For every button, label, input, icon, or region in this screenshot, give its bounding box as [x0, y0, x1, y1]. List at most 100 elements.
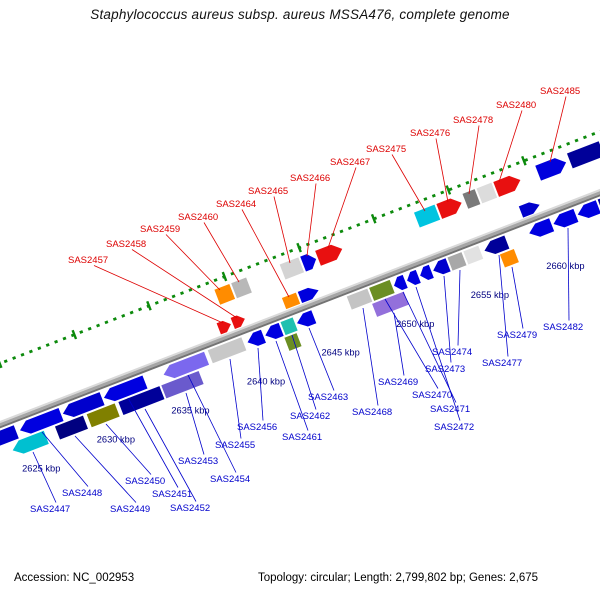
gene-label-SAS2457: SAS2457 [68, 255, 108, 266]
gene-SAS2462 [280, 317, 298, 336]
gene-label-SAS2456: SAS2456 [237, 422, 277, 433]
gene-label-SAS2470: SAS2470 [412, 390, 452, 401]
ruler-dash [154, 300, 159, 305]
gene-SAS2451 [103, 375, 148, 402]
leader-line-SAS2479 [511, 266, 524, 329]
ruler-dash [196, 284, 201, 289]
gene-SAS2470 [369, 279, 395, 301]
ruler-dash [20, 352, 25, 357]
leader-line-SAS2448 [41, 431, 89, 487]
genome-stats-text: Topology: circular; Length: 2,799,802 bp… [258, 572, 539, 584]
gene-SAS2456 [247, 329, 266, 346]
ruler-major-tick [71, 329, 78, 340]
ruler-dash [37, 346, 42, 351]
scale-label: 2640 kbp [247, 377, 285, 387]
leader-line-SAS2472 [415, 286, 461, 421]
leader-line-SAS2458 [131, 249, 238, 319]
ruler-dash [138, 307, 143, 312]
leader-line-SAS2460 [203, 222, 240, 283]
ruler-dash [507, 164, 512, 169]
gene-SAS2460 [231, 277, 252, 299]
gene-unlabeled [577, 200, 600, 218]
leader-line-SAS2455 [229, 358, 242, 439]
gene-label-SAS2472: SAS2472 [434, 422, 474, 433]
gene-label-SAS2480: SAS2480 [496, 100, 536, 111]
leader-line-SAS2480 [498, 110, 523, 183]
gene-label-SAS2485: SAS2485 [540, 86, 580, 97]
leader-line-SAS2471 [402, 291, 457, 403]
leader-line-SAS2464 [241, 209, 290, 298]
ruler-dash [54, 339, 59, 344]
gene-label-SAS2478: SAS2478 [453, 115, 493, 126]
leader-line-SAS2447 [32, 451, 57, 503]
gene-label-SAS2476: SAS2476 [410, 128, 450, 139]
ruler-major-tick [221, 271, 228, 282]
ruler-dash [540, 151, 545, 156]
gene-SAS2466 [300, 254, 317, 272]
ruler-dash [112, 317, 117, 321]
ruler-dash [574, 138, 579, 143]
gene-label-SAS2458: SAS2458 [106, 239, 146, 250]
ruler-dash [591, 132, 596, 136]
ruler-dash [79, 330, 84, 334]
gene-SAS2458 [230, 315, 245, 330]
genome-axis-shadow [0, 165, 600, 442]
scale-label: 2655 kbp [471, 290, 509, 300]
gene-label-SAS2467: SAS2467 [330, 157, 370, 168]
accession-text: Accession: NC_002953 [14, 572, 135, 584]
ruler-dash [415, 200, 420, 205]
ruler-major-tick [370, 213, 377, 224]
ruler-dash [406, 203, 411, 208]
gene-label-SAS2460: SAS2460 [178, 212, 218, 223]
ruler-dash [457, 184, 462, 188]
gene-unlabeled [284, 333, 302, 351]
gene-SAS2469 [372, 291, 409, 317]
ruler-dash [180, 291, 184, 295]
leader-line-SAS2466 [306, 183, 317, 257]
gene-unlabeled [566, 141, 600, 169]
leader-line-SAS2456 [257, 347, 264, 421]
ruler-dash [238, 268, 243, 273]
ruler-dash [515, 161, 520, 166]
leader-line-SAS2467 [327, 167, 357, 249]
ruler-dash [398, 206, 403, 211]
leader-line-SAS2452 [144, 408, 197, 502]
ruler-dash [188, 287, 193, 292]
gene-label-SAS2448: SAS2448 [62, 488, 102, 499]
ruler-dash [213, 278, 218, 282]
gene-SAS2453 [161, 370, 204, 399]
ruler-dash [28, 349, 33, 354]
gene-label-SAS2455: SAS2455 [215, 440, 255, 451]
gene-unlabeled [297, 287, 319, 304]
ruler-dash [272, 255, 277, 260]
ruler-dash [289, 249, 294, 253]
leader-line-SAS2459 [165, 234, 221, 291]
gene-label-SAS2479: SAS2479 [497, 330, 537, 341]
leader-line-SAS2475 [391, 154, 426, 212]
ruler-dash [498, 167, 503, 172]
scale-label: 2635 kbp [171, 406, 209, 416]
gene-label-SAS2461: SAS2461 [282, 432, 322, 443]
gene-SAS2473 [433, 258, 451, 275]
ruler-dash [566, 141, 571, 146]
ruler-dash [582, 135, 587, 140]
gene-SAS2480 [493, 175, 521, 197]
leader-line-SAS2476 [435, 138, 449, 203]
ruler-major-tick [445, 185, 452, 195]
ruler-major-tick [521, 155, 527, 166]
gene-label-SAS2464: SAS2464 [216, 199, 256, 210]
leader-line-SAS2461 [275, 340, 309, 431]
gene-SAS2477 [484, 235, 510, 255]
leader-line-SAS2478 [468, 125, 480, 195]
ruler-dash [473, 177, 478, 182]
leader-line-SAS2482 [567, 227, 570, 321]
gene-label-SAS2453: SAS2453 [178, 456, 218, 467]
gene-label-SAS2462: SAS2462 [290, 411, 330, 422]
gene-SAS2448 [20, 407, 64, 434]
gene-unlabeled [463, 245, 484, 265]
gene-label-SAS2468: SAS2468 [352, 407, 392, 418]
gene-unlabeled [420, 264, 434, 280]
ruler-dash [121, 313, 126, 318]
leader-line-SAS2449 [74, 435, 137, 503]
gene-SAS2485 [535, 158, 567, 181]
